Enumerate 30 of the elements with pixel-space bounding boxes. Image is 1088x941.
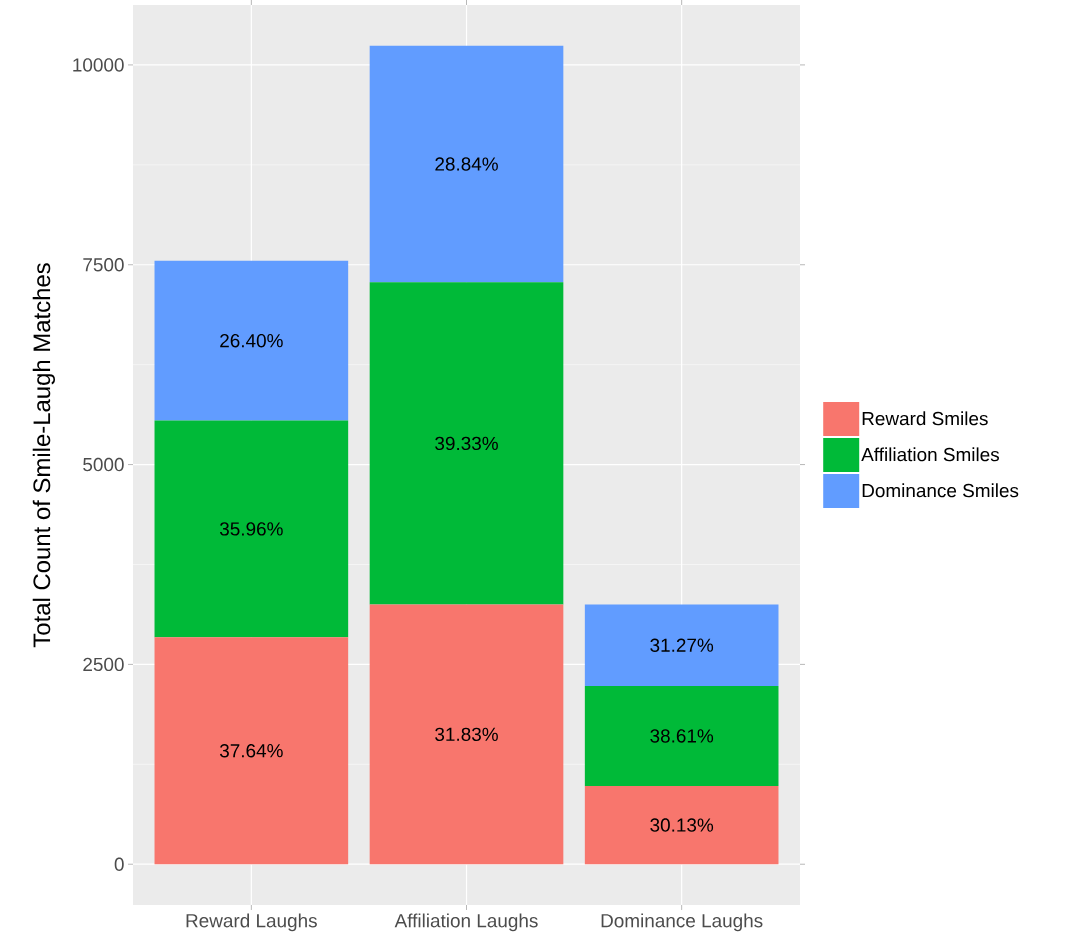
annotation: 31.83%: [435, 727, 498, 742]
bar: [154, 260, 349, 421]
annotation: 37.64%: [219, 744, 283, 758]
y-tick-label: 10000: [73, 58, 124, 72]
annotation: 35.96%: [219, 522, 283, 536]
y-tick-label: 5000: [83, 457, 124, 472]
legend-label: Dominance Smiles: [862, 483, 1019, 498]
legend-label: Affiliation Smiles: [861, 447, 999, 462]
annotation: 28.84%: [435, 157, 498, 171]
annotation: 30.13%: [650, 818, 714, 832]
annotation: 26.40%: [220, 333, 283, 348]
bar: [584, 604, 779, 686]
y-tick-label: 7500: [83, 258, 124, 272]
y-tick-label: 2500: [83, 657, 124, 672]
bar: [154, 420, 349, 638]
x-tick-label: Affiliation Laughs: [394, 913, 538, 932]
bar: [584, 785, 779, 865]
bar: [369, 604, 564, 865]
x-tick-label: Dominance Laughs: [601, 913, 763, 932]
y-tick-label: 0: [114, 857, 124, 871]
bar: [369, 282, 564, 605]
bar: [154, 637, 349, 865]
legend-label: Reward Smiles: [862, 411, 988, 426]
y-axis-title: Total Count of Smile-Laugh Matches: [32, 263, 56, 648]
bar: [584, 685, 779, 786]
annotation: 38.61%: [650, 729, 714, 743]
annotation: 31.27%: [650, 638, 714, 652]
annotation: 39.33%: [435, 436, 498, 451]
x-tick-label: Reward Laughs: [186, 913, 317, 932]
bar: [369, 45, 564, 283]
